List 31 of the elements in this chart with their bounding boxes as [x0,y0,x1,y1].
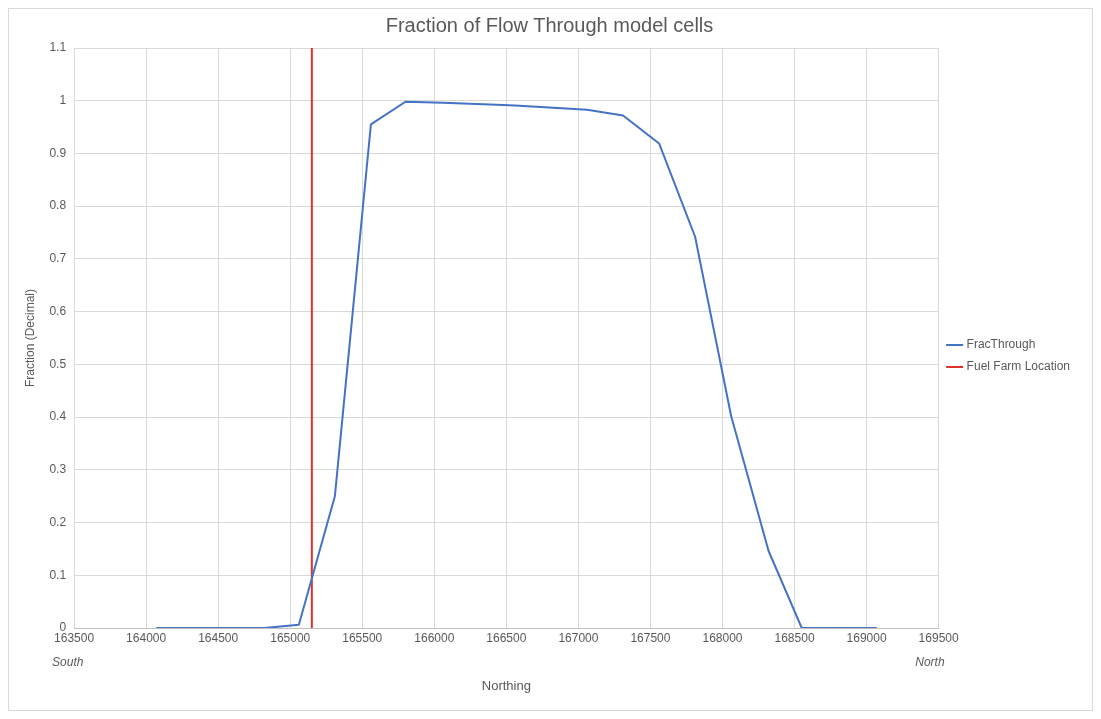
y-tick-label: 0.8 [49,198,67,213]
x-tick-label: 166000 [414,630,455,645]
x-tick-label: 167000 [558,630,599,645]
y-tick-label: 0.1 [49,567,67,582]
y-tick-label: 1 [59,93,67,108]
x-axis-title: Northing [481,677,531,693]
x-tick-label: 167500 [630,630,671,645]
y-tick-label: 0.5 [49,356,67,371]
x-tick-label: 168000 [702,630,743,645]
y-tick-label: 0.3 [49,462,67,477]
x-tick-label: 169000 [846,630,887,645]
x-tick-label: 166500 [486,630,527,645]
y-tick-label: 0.9 [49,145,67,160]
y-tick-label: 1.1 [49,40,67,55]
legend-label: FracThrough [966,337,1036,352]
x-tick-label: 168500 [774,630,815,645]
x-tick-label: 165500 [342,630,383,645]
x-tick-label: 163500 [54,630,95,645]
x-tick-label: 164500 [198,630,239,645]
x-tick-label: 164000 [126,630,167,645]
x-tick-label: 165000 [270,630,311,645]
y-axis-title: Fraction (Decimal) [22,288,37,388]
y-tick-label: 0.4 [49,409,67,424]
x-tick-label: 169500 [918,630,959,645]
chart-title: Fraction of Flow Through model cells [385,13,714,36]
y-tick-label: 0.6 [49,303,67,318]
text: South [52,655,84,669]
legend-label: Fuel Farm Location [966,359,1071,374]
y-tick-label: 0.2 [49,514,67,529]
y-tick-label: 0.7 [49,251,67,266]
text: North [915,655,945,669]
